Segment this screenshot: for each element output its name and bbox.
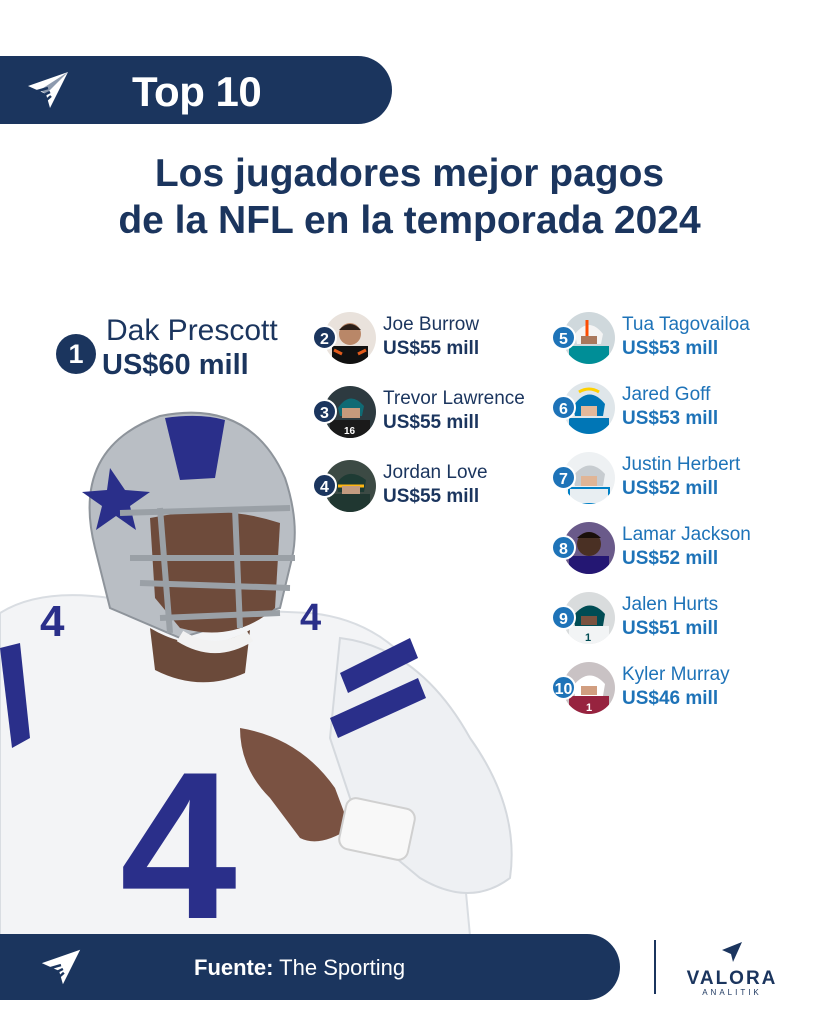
player-name: Dak Prescott	[106, 314, 278, 347]
player-name: Kyler Murray	[622, 664, 730, 685]
player-name: Jalen Hurts	[622, 594, 719, 615]
ranking-entry-10: 1 10 Kyler Murray US$46 mill	[551, 662, 781, 718]
ranking-entry-5: 5 Tua Tagovailoa US$53 mill	[551, 312, 781, 368]
player-name: Jared Goff	[622, 384, 711, 405]
avatar	[563, 522, 615, 574]
player-salary: US$46 mill	[622, 688, 719, 709]
player-name: Justin Herbert	[622, 454, 741, 475]
brand-name: VALORA	[686, 968, 778, 989]
valora-logo-icon	[722, 942, 742, 962]
svg-text:16: 16	[344, 426, 356, 437]
player-name: Jordan Love	[383, 462, 488, 483]
ranking-entry-8: 8 Lamar Jackson US$52 mill	[551, 522, 781, 578]
rank-badge: 10	[551, 675, 576, 700]
rank-badge: 3	[312, 399, 337, 424]
source-value: The Sporting	[279, 955, 406, 980]
player-name: Trevor Lawrence	[383, 388, 525, 409]
rank-badge: 4	[312, 473, 337, 498]
avatar	[324, 312, 376, 364]
player-salary: US$55 mill	[383, 412, 480, 433]
rank-badge: 6	[551, 395, 576, 420]
footer-banner: Fuente: The Sporting	[0, 934, 620, 1000]
footer-divider	[654, 940, 656, 994]
player-name: Lamar Jackson	[622, 524, 751, 545]
player-photo: 4 4 4	[0, 411, 513, 936]
headline-line-2: de la NFL en la temporada 2024	[118, 199, 701, 242]
player-salary: US$53 mill	[622, 408, 719, 429]
rank-badge: 1	[56, 334, 96, 374]
player-salary: US$51 mill	[622, 618, 719, 639]
ranking-entry-3: 16 3 Trevor Lawrence US$55 mill	[312, 386, 542, 442]
player-name: Tua Tagovailoa	[622, 314, 750, 335]
svg-text:1: 1	[586, 702, 592, 714]
ranking-entry-6: 6 Jared Goff US$53 mill	[551, 382, 781, 438]
ranking-entry-7: 7 Justin Herbert US$52 mill	[551, 452, 781, 508]
svg-text:4: 4	[120, 728, 237, 936]
player-salary: US$60 mill	[102, 349, 249, 381]
player-salary: US$53 mill	[622, 338, 719, 359]
player-salary: US$55 mill	[383, 486, 480, 507]
headline: Los jugadores mejor pagos de la NFL en l…	[0, 150, 819, 244]
top-banner: Top 10	[0, 56, 392, 124]
ranking-entry-9: 1 9 Jalen Hurts US$51 mill	[551, 592, 781, 648]
svg-text:1: 1	[585, 632, 591, 644]
rank-badge: 8	[551, 535, 576, 560]
paper-plane-icon	[41, 949, 81, 985]
player-name: Joe Burrow	[383, 314, 480, 335]
headline-line-1: Los jugadores mejor pagos	[154, 152, 665, 195]
ranking-entry-2: 2 Joe Burrow US$55 mill	[312, 312, 542, 368]
player-salary: US$52 mill	[622, 478, 719, 499]
brand-tagline: ANALITIK	[702, 988, 762, 997]
ranking-entry-4: 4 Jordan Love US$55 mill	[312, 460, 542, 516]
player-salary: US$52 mill	[622, 548, 719, 569]
avatar	[563, 382, 615, 434]
banner-title: Top 10	[132, 68, 262, 115]
rank-badge: 9	[551, 605, 576, 630]
source-text: Fuente: The Sporting	[194, 955, 405, 981]
rank-badge: 7	[551, 465, 576, 490]
rank-badge: 2	[312, 325, 337, 350]
source-label: Fuente:	[194, 955, 274, 980]
rank-badge: 5	[551, 325, 576, 350]
svg-text:4: 4	[40, 597, 65, 646]
paper-plane-icon	[28, 72, 68, 108]
player-salary: US$55 mill	[383, 338, 480, 359]
brand-logo: VALORA ANALITIK	[676, 940, 788, 1000]
svg-text:4: 4	[300, 597, 321, 639]
